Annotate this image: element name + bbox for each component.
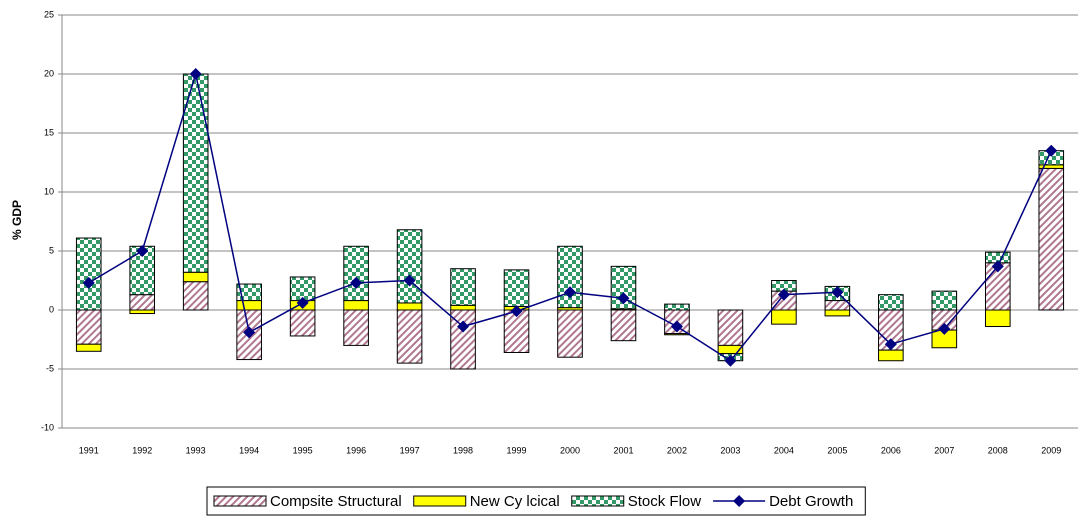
bar-segment <box>878 294 904 311</box>
bar-segment <box>343 309 369 346</box>
bar-segment <box>717 309 744 346</box>
line-marker <box>82 276 95 289</box>
bar-segment <box>182 73 209 273</box>
y-tick-label: -5 <box>46 363 54 373</box>
bar-segment <box>824 309 851 317</box>
bar-segment <box>450 304 476 311</box>
x-tick-label: 1999 <box>507 445 527 455</box>
line-marker <box>510 305 523 318</box>
x-tick-label: 2007 <box>934 445 954 455</box>
x-tick-label: 1996 <box>346 445 366 455</box>
bar-segment <box>75 309 102 345</box>
legend-label: New Cy lcical <box>470 493 560 510</box>
y-tick-label: -10 <box>41 422 54 432</box>
legend-label: Stock Flow <box>628 493 702 510</box>
bar-segment <box>182 271 209 283</box>
bar-segment <box>557 309 583 358</box>
x-tick-label: 2006 <box>881 445 901 455</box>
line-marker <box>350 276 363 289</box>
y-tick-label: 5 <box>49 245 54 255</box>
bar-segment <box>236 300 262 311</box>
legend: Compsite Structural New Cy lcical Stock Fl… <box>206 486 866 516</box>
bar-segment <box>1038 167 1065 311</box>
line-marker <box>724 354 737 367</box>
y-tick-label: 15 <box>44 127 54 137</box>
line-marker <box>243 326 256 339</box>
bar-segment <box>931 290 958 311</box>
line-marker <box>403 274 416 287</box>
legend-swatch <box>413 495 467 507</box>
x-tick-label: 1992 <box>132 445 152 455</box>
line-marker <box>296 296 309 309</box>
bar-segment <box>289 309 316 337</box>
bar-segment <box>343 300 369 311</box>
legend-swatch <box>571 495 625 507</box>
bar-segment <box>343 245 369 302</box>
legend-swatch <box>213 495 267 507</box>
bar-segment <box>129 294 156 311</box>
line-marker <box>457 320 470 333</box>
x-tick-label: 2001 <box>613 445 633 455</box>
bar-segment <box>182 281 209 311</box>
bar-segment <box>396 302 423 311</box>
bar-segment <box>450 268 476 306</box>
x-tick-label: 2003 <box>720 445 740 455</box>
x-tick-label: 1993 <box>186 445 206 455</box>
x-tick-label: 1997 <box>400 445 420 455</box>
x-tick-label: 2000 <box>560 445 580 455</box>
bar-segment <box>610 309 637 342</box>
line-marker <box>670 320 683 333</box>
bar-segment <box>396 309 423 364</box>
line-marker <box>1045 144 1058 157</box>
line-marker <box>617 292 630 305</box>
line-marker <box>564 286 576 299</box>
line-marker <box>189 68 202 80</box>
bar-segment <box>503 269 530 307</box>
x-tick-label: 1991 <box>79 445 99 455</box>
bar-segment <box>75 237 102 311</box>
x-tick-label: 2009 <box>1041 445 1061 455</box>
bar-segment <box>75 343 102 352</box>
line-marker <box>991 260 1004 273</box>
bar-segment <box>557 245 583 309</box>
bar-segment <box>236 283 262 302</box>
bar-segment <box>664 303 690 311</box>
x-tick-label: 2005 <box>827 445 847 455</box>
y-tick-label: 25 <box>44 9 54 19</box>
line-marker <box>777 288 790 301</box>
bar-segment <box>664 333 690 336</box>
line-marker <box>831 286 844 299</box>
x-tick-label: 1998 <box>453 445 473 455</box>
x-tick-label: 1994 <box>239 445 259 455</box>
bar-segment <box>771 309 797 325</box>
bar-segment <box>984 309 1011 328</box>
y-tick-label: 20 <box>44 68 54 78</box>
bar-segment <box>129 309 156 315</box>
x-tick-label: 2004 <box>774 445 794 455</box>
legend-label: Compsite Structural <box>270 493 402 510</box>
bar-segment <box>396 229 423 304</box>
x-tick-label: 2008 <box>988 445 1008 455</box>
bar-segment <box>878 349 904 362</box>
x-tick-label: 2002 <box>667 445 687 455</box>
y-tick-label: 0 <box>49 304 54 314</box>
line-marker <box>938 322 951 335</box>
legend-swatch <box>733 495 746 507</box>
x-tick-label: 1995 <box>293 445 313 455</box>
y-axis-label: % GDP <box>10 200 24 240</box>
y-tick-label: 10 <box>44 186 54 196</box>
legend-label: Debt Growth <box>769 493 853 510</box>
line-marker <box>136 245 149 257</box>
bar-segment <box>824 300 851 311</box>
line-marker <box>884 338 897 351</box>
